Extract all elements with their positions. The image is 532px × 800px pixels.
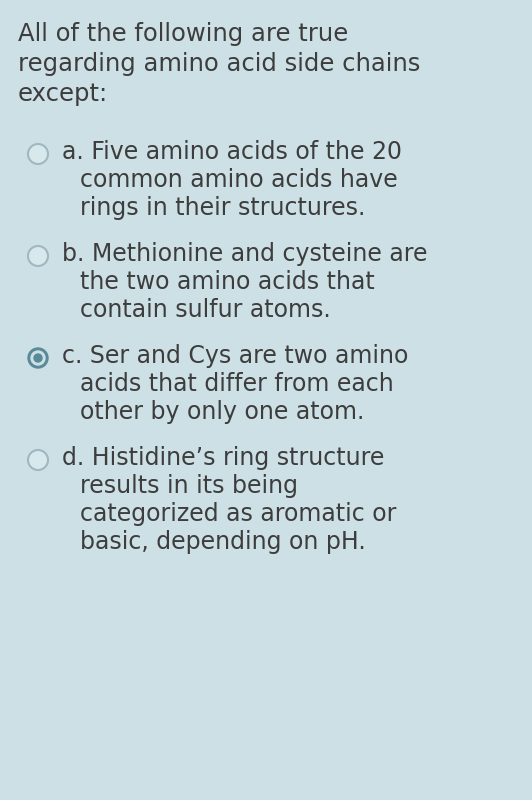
- Text: categorized as aromatic or: categorized as aromatic or: [80, 502, 396, 526]
- Text: c. Ser and Cys are two amino: c. Ser and Cys are two amino: [62, 344, 409, 368]
- Circle shape: [29, 146, 46, 162]
- Circle shape: [34, 354, 42, 362]
- Text: All of the following are true: All of the following are true: [18, 22, 348, 46]
- Text: regarding amino acid side chains: regarding amino acid side chains: [18, 52, 420, 76]
- Text: other by only one atom.: other by only one atom.: [80, 400, 364, 424]
- Circle shape: [29, 247, 46, 265]
- Circle shape: [28, 348, 48, 368]
- Text: results in its being: results in its being: [80, 474, 298, 498]
- Circle shape: [31, 351, 45, 365]
- Text: basic, depending on pH.: basic, depending on pH.: [80, 530, 366, 554]
- Text: b. Methionine and cysteine are: b. Methionine and cysteine are: [62, 242, 428, 266]
- Text: the two amino acids that: the two amino acids that: [80, 270, 375, 294]
- Text: d. Histidine’s ring structure: d. Histidine’s ring structure: [62, 446, 385, 470]
- Text: except:: except:: [18, 82, 108, 106]
- Circle shape: [29, 451, 46, 469]
- Text: contain sulfur atoms.: contain sulfur atoms.: [80, 298, 331, 322]
- Text: acids that differ from each: acids that differ from each: [80, 372, 394, 396]
- Text: rings in their structures.: rings in their structures.: [80, 196, 365, 220]
- Text: a. Five amino acids of the 20: a. Five amino acids of the 20: [62, 140, 402, 164]
- Text: common amino acids have: common amino acids have: [80, 168, 398, 192]
